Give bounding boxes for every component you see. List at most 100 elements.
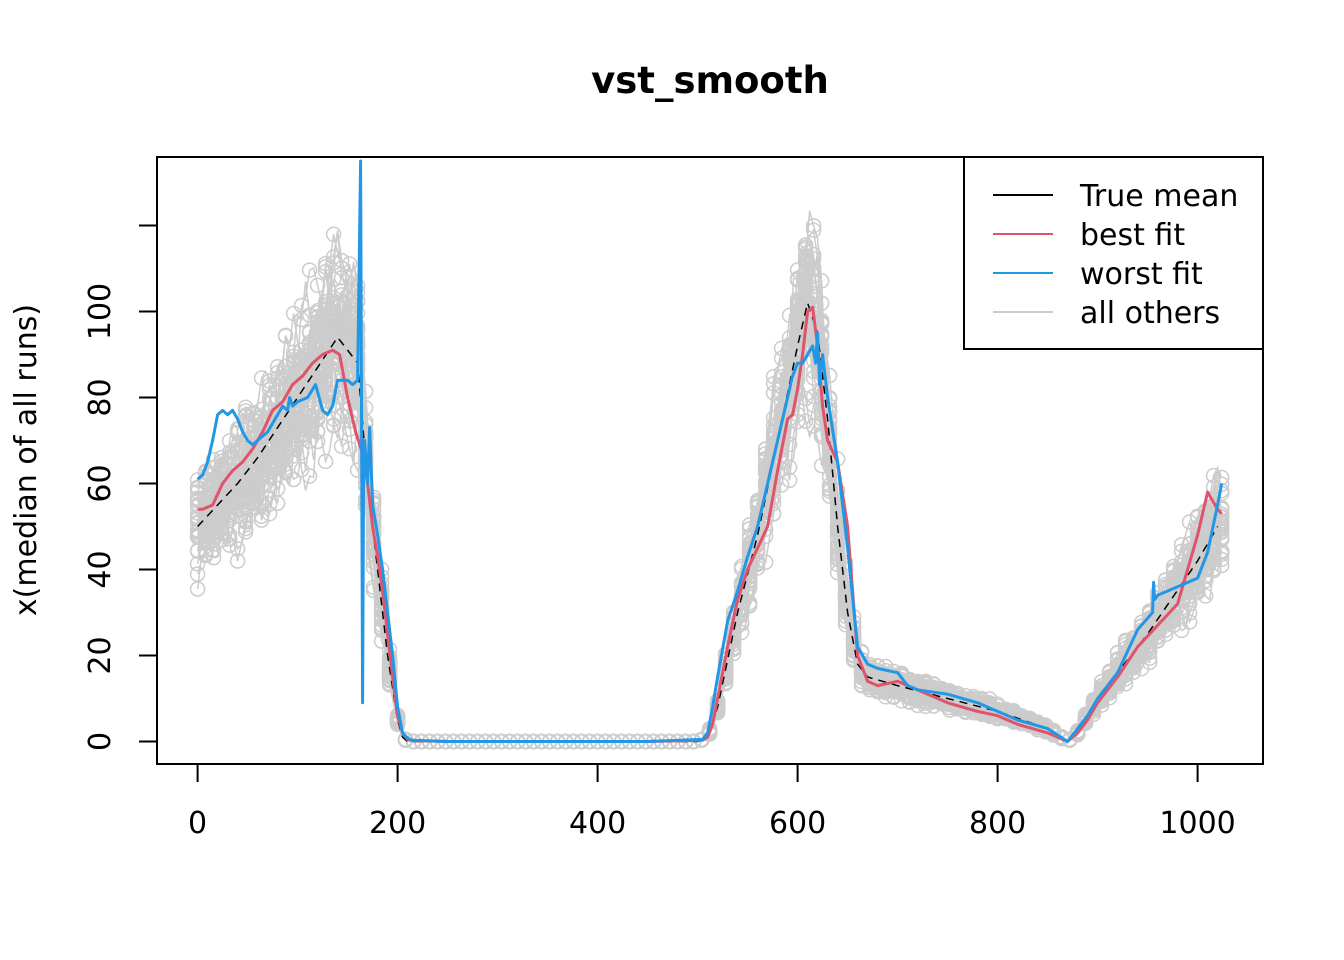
others-point [805, 268, 822, 284]
others-point [269, 364, 286, 381]
others-point [285, 416, 302, 432]
others-point [773, 340, 790, 357]
others-point [1189, 526, 1206, 543]
others-point [189, 526, 206, 543]
others-point [797, 241, 814, 257]
others-point [221, 471, 238, 487]
x-tick-label: 400 [569, 806, 626, 841]
others-point [1173, 622, 1190, 639]
others-point [765, 385, 782, 401]
others-point [261, 391, 278, 407]
others-point [285, 354, 302, 370]
x-tick-label: 1000 [1159, 806, 1235, 841]
others-point [245, 458, 262, 474]
others-point [309, 347, 326, 364]
others-point [1173, 536, 1190, 553]
others-point [301, 416, 318, 433]
others-point [1125, 630, 1142, 646]
others-point [837, 613, 854, 629]
others-point [237, 403, 254, 419]
others-point [901, 688, 918, 705]
others-point [293, 311, 310, 328]
others-point [309, 313, 326, 330]
others-point [821, 469, 838, 485]
others-point [1133, 647, 1150, 663]
others-point [301, 324, 318, 340]
others-point [957, 704, 974, 720]
others-point [325, 290, 342, 306]
x-tick-label: 200 [369, 806, 426, 841]
others-point [213, 515, 230, 531]
x-tick-label: 0 [188, 806, 207, 841]
others-point [317, 453, 334, 470]
others-point [293, 444, 310, 461]
y-axis: 0 20 40 60 80 100 [83, 224, 158, 751]
others-point [293, 368, 310, 384]
others-point [797, 237, 814, 253]
others-point [1165, 617, 1182, 633]
others-point [221, 487, 238, 503]
others-point [765, 431, 782, 447]
others-point [245, 474, 262, 490]
others-point [269, 495, 286, 512]
others-point [789, 406, 806, 423]
others-point [973, 691, 990, 708]
series-lines [196, 159, 1224, 743]
others-point [277, 463, 294, 479]
others-point [1197, 588, 1214, 604]
others-point [205, 521, 222, 537]
y-tick-label: 60 [83, 464, 118, 502]
others-point [341, 292, 358, 309]
others-point [317, 259, 334, 275]
others-point [269, 458, 286, 475]
others-point [1189, 579, 1206, 595]
others-point [813, 457, 830, 474]
others-point [805, 217, 822, 234]
chart-title: vst_smooth [591, 59, 829, 102]
others-point [309, 433, 326, 450]
others-point [285, 471, 302, 488]
x-axis: 0 200 400 600 800 1000 [188, 763, 1236, 841]
others-point [301, 468, 318, 484]
others-point [277, 390, 294, 407]
others-point [813, 273, 830, 289]
others-point [1149, 597, 1166, 613]
others-point [277, 431, 294, 448]
y-axis-label: x(median of all runs) [9, 304, 44, 616]
others-point [269, 370, 286, 386]
y-tick-label: 100 [83, 283, 118, 340]
others-point [741, 598, 758, 614]
others-point [253, 468, 270, 484]
others-point [1213, 546, 1230, 562]
others-point [781, 472, 798, 489]
others-point [229, 540, 246, 557]
others-point [333, 270, 350, 286]
others-point [237, 497, 254, 513]
others-point [813, 295, 830, 311]
others-point [1069, 725, 1086, 741]
others-point [341, 307, 358, 324]
others-point [253, 498, 270, 514]
others-point [789, 297, 806, 313]
others-point [237, 454, 254, 470]
others-point [277, 444, 294, 460]
legend-label: True mean [1079, 179, 1238, 214]
others-point [749, 499, 766, 515]
others-point [189, 496, 206, 513]
others-point [325, 271, 342, 287]
legend-label: best fit [1080, 218, 1185, 253]
others-curve [196, 313, 1223, 743]
others-point [317, 372, 334, 388]
y-tick-label: 0 [83, 732, 118, 751]
others-point [325, 249, 342, 265]
others-point [1141, 650, 1158, 666]
others-point [269, 439, 286, 455]
others-point [1213, 557, 1230, 574]
legend: True mean best fit worst fit all others [963, 156, 1264, 350]
others-point [325, 411, 342, 427]
others-point [197, 473, 214, 490]
y-tick-label: 80 [83, 378, 118, 416]
others-point [285, 305, 302, 322]
others-point [1141, 626, 1158, 643]
